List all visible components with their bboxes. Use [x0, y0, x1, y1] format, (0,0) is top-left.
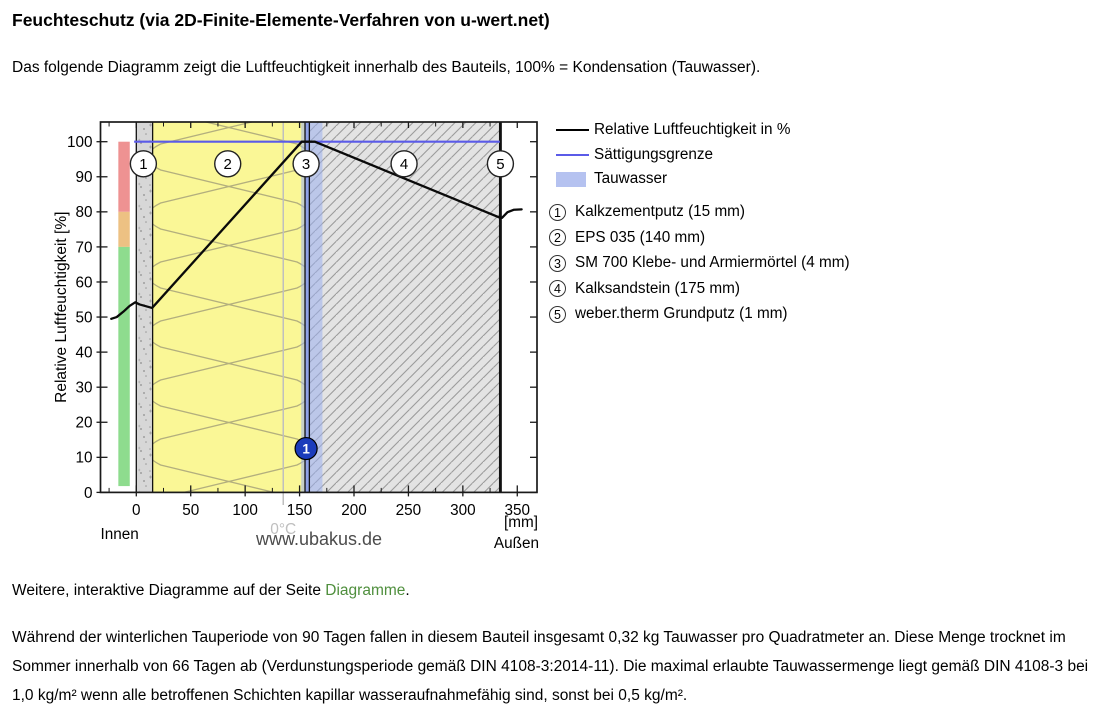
layer-list-item: 2 EPS 035 (140 mm) [549, 229, 850, 247]
condensation-marker-label: 1 [302, 441, 310, 456]
layer-circle-label: 5 [496, 156, 504, 173]
y-tick-label: 100 [67, 134, 93, 151]
layer-number-badge: 1 [549, 203, 566, 221]
saturation-line-swatch [556, 153, 589, 156]
layer-list-item: 1 Kalkzementputz (15 mm) [549, 203, 850, 221]
y-axis-title: Relative Luftfeuchtigkeit [%] [53, 212, 70, 403]
y-tick-label: 50 [75, 309, 92, 326]
insulation-texture [152, 122, 306, 493]
condensation-summary: Während der winterlichen Tauperiode von … [12, 629, 1089, 704]
layer-circle-3 [292, 150, 320, 178]
layer-circle-5 [486, 150, 515, 178]
surface-humidity-bar [118, 246, 130, 487]
y-tick-label: 30 [75, 380, 92, 397]
tauwasser-fill-swatch [556, 171, 586, 187]
x-tick-label: 350 [505, 502, 531, 519]
humidity-curve [110, 140, 523, 320]
humidity-line-swatch [556, 129, 589, 131]
layer-circle-4 [390, 150, 418, 178]
y-tick-label: 20 [75, 415, 92, 432]
chart-legend: Relative Luftfeuchtigkeit in % Sättigung… [556, 121, 791, 196]
layer-circle-label: 1 [139, 156, 147, 173]
surface-humidity-bar [118, 141, 130, 212]
layer-circle-1 [129, 150, 158, 178]
y-tick-label: 90 [75, 169, 92, 186]
x-axis-unit: [mm] [504, 514, 538, 531]
x-tick-label: 300 [450, 502, 476, 519]
y-tick-label: 60 [75, 274, 92, 291]
y-tick-label: 10 [75, 450, 92, 467]
y-tick-label: 80 [75, 204, 92, 221]
insulation-texture [152, 122, 306, 493]
layer-number-badge: 3 [549, 254, 566, 272]
layer-circle-label: 3 [302, 156, 310, 173]
layer-circle-2 [214, 150, 242, 178]
layer-number-badge: 4 [549, 280, 566, 298]
legend-item-humidity: Relative Luftfeuchtigkeit in % [556, 121, 791, 138]
x-tick-label: 250 [396, 502, 422, 519]
inner-side-label: Innen [101, 526, 139, 543]
legend-item-tauwasser: Tauwasser [556, 170, 790, 187]
legend-label: Sättigungsgrenze [594, 145, 714, 163]
watermark: www.ubakus.de [255, 529, 382, 549]
mortar-layer-band [305, 122, 310, 493]
layer-fill-2 [152, 122, 306, 493]
x-tick-label: 0 [132, 502, 141, 519]
layer-list: 1 Kalkzementputz (15 mm) 2 EPS 035 (140 … [549, 203, 850, 331]
y-tick-label: 70 [75, 239, 92, 256]
x-tick-label: 50 [182, 502, 199, 519]
more-line-text: Weitere, interaktive Diagramme auf der S… [12, 582, 326, 599]
layer-list-item: 5 weber.therm Grundputz (1 mm) [549, 305, 850, 323]
more-diagrams-line: Weitere, interaktive Diagramme auf der S… [12, 582, 410, 600]
intro-text: Das folgende Diagramm zeigt die Luftfeuc… [12, 59, 761, 76]
layer-circle-label: 4 [400, 156, 408, 173]
x-tick-label: 150 [287, 502, 313, 519]
surface-humidity-bar [118, 211, 130, 247]
more-line-period: . [405, 582, 410, 599]
moisture-chart: 0 50 100 150 200 250 300 350 0 10 20 30 40 50 60 70 80 90… [53, 121, 539, 552]
x-tick-label: 100 [232, 502, 258, 519]
layer-fill-1 [136, 122, 153, 493]
y-tick-label: 0 [84, 485, 93, 502]
layer-fill-4 [309, 122, 500, 493]
plot-frame [99, 121, 538, 494]
layer-number-badge: 2 [549, 229, 566, 247]
legend-item-saturation: Sättigungsgrenze [556, 145, 790, 163]
layer-list-item: 3 SM 700 Klebe- und Armiermörtel (4 mm) [549, 254, 850, 272]
layer-number-badge: 5 [549, 305, 566, 323]
legend-label: Relative Luftfeuchtigkeit in % [594, 121, 791, 138]
layer5-line [498, 122, 502, 493]
outer-side-label: Außen [494, 535, 539, 552]
legend-label: Tauwasser [594, 170, 668, 187]
diagramme-link[interactable]: Diagramme [325, 582, 406, 599]
page-title: Feuchteschutz (via 2D-Finite-Elemente-Ve… [12, 10, 550, 30]
y-tick-label: 40 [75, 345, 92, 362]
condensation-marker [294, 436, 318, 461]
layer-list-item: 4 Kalksandstein (175 mm) [549, 280, 850, 298]
x-tick-label: 200 [341, 502, 367, 519]
layer-circle-label: 2 [224, 156, 232, 173]
isotherm-label: 0°C [270, 521, 296, 538]
